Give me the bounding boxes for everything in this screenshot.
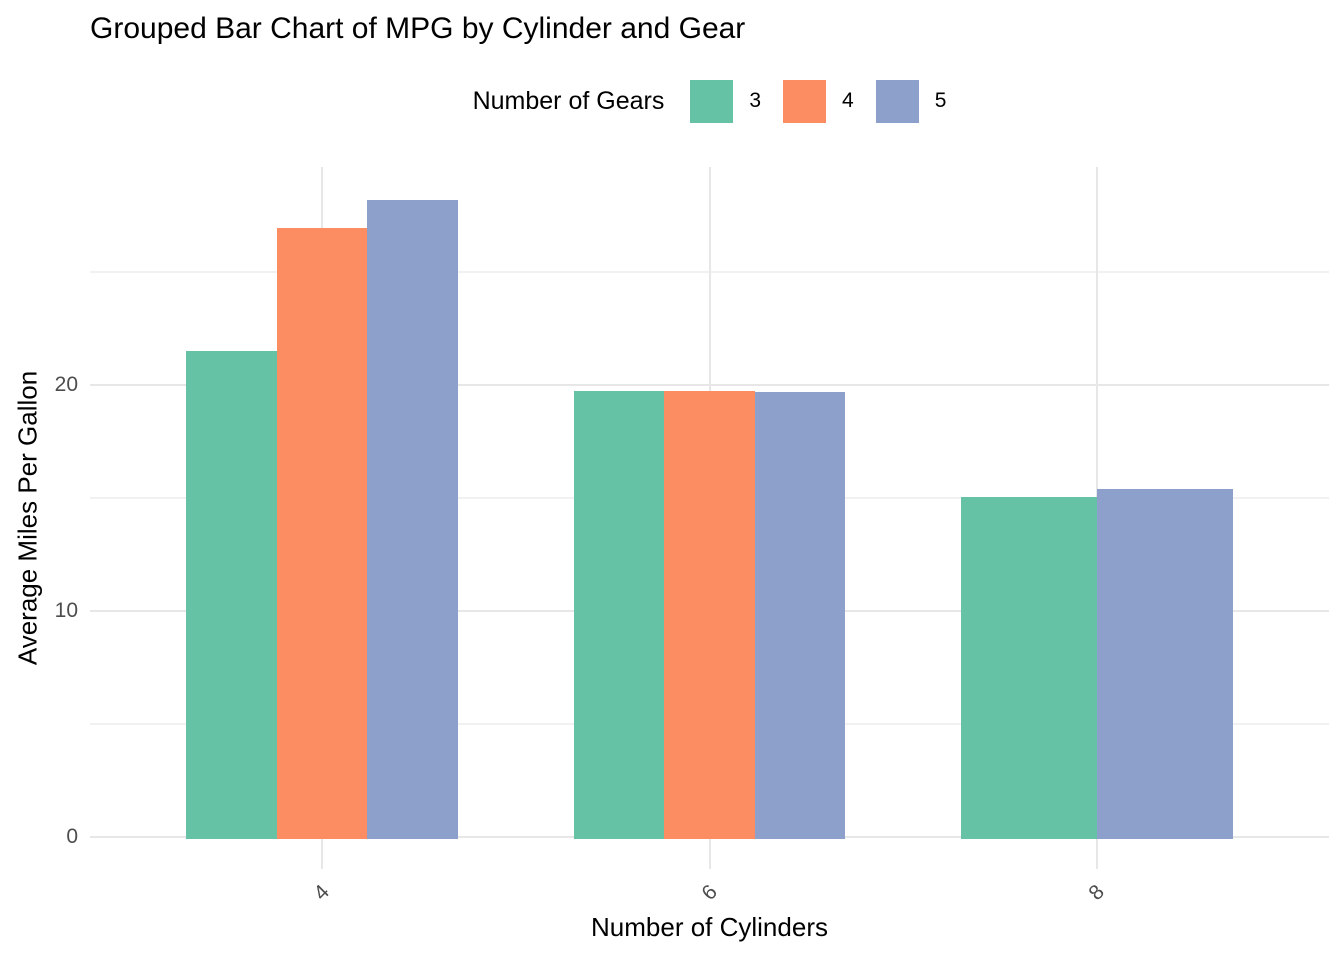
bar-cyl6-gear3 <box>573 390 665 839</box>
legend-item-gear-3: 3 <box>690 79 762 123</box>
y-axis-title: Average Miles Per Gallon <box>12 370 43 666</box>
bar-cyl6-gear4 <box>664 390 755 839</box>
chart-title: Grouped Bar Chart of MPG by Cylinder and… <box>90 12 746 45</box>
bar-cyl4-gear3 <box>186 351 277 839</box>
legend-item-gear-5: 5 <box>875 79 947 123</box>
bar-cyl4-gear4 <box>276 228 368 839</box>
bar-cyl4-gear5 <box>367 199 458 839</box>
x-tick-label-8: 8 <box>1084 880 1109 905</box>
legend-swatch-gear-5 <box>875 79 919 123</box>
y-tick-label-20: 20 <box>54 373 78 396</box>
plot-panel <box>90 167 1329 869</box>
legend-label-gear-5: 5 <box>934 89 947 112</box>
legend-title: Number of Gears <box>472 86 665 115</box>
legend: Number of Gears 3 4 5 <box>90 78 1329 124</box>
legend-item-gear-4: 4 <box>783 79 854 123</box>
legend-items: 3 4 5 <box>690 79 947 123</box>
legend-label-gear-4: 4 <box>842 89 854 112</box>
bar-cyl8-gear5 <box>1097 488 1233 839</box>
x-tick-label-4: 4 <box>309 880 334 905</box>
y-tick-label-0: 0 <box>66 825 78 848</box>
bar-cyl8-gear3 <box>961 496 1097 839</box>
y-tick-label-10: 10 <box>54 599 78 622</box>
legend-swatch-gear-3 <box>690 79 734 123</box>
bar-cyl6-gear5 <box>754 391 846 839</box>
x-axis-title: Number of Cylinders <box>591 912 828 942</box>
x-tick-label-6: 6 <box>696 880 722 905</box>
legend-label-gear-3: 3 <box>749 89 762 112</box>
legend-swatch-gear-4 <box>783 79 827 123</box>
